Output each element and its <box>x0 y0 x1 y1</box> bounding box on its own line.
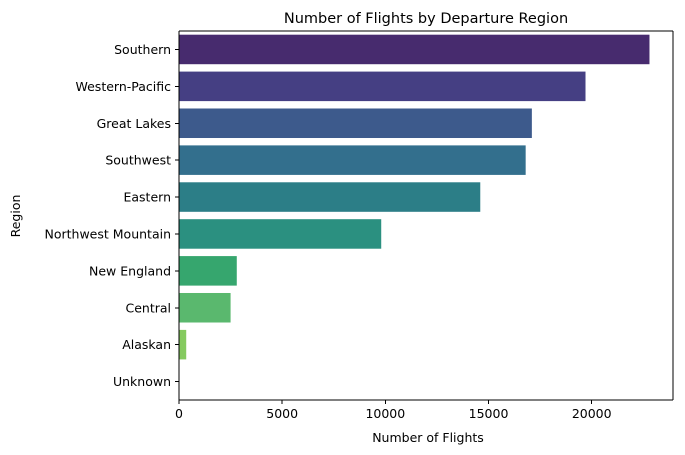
y-ticks-group: Southern Western-Pacific Great Lakes Southw… <box>45 42 179 389</box>
x-ticks-group: 0 5000 10000 15000 20000 <box>175 400 612 421</box>
y-axis-label: Region <box>8 195 23 238</box>
y-tick-label: Central <box>125 300 171 315</box>
y-tick-label: Unknown <box>113 374 171 389</box>
y-tick-label: New England <box>89 263 171 278</box>
y-tick-label: Southern <box>114 42 171 57</box>
x-tick-label: 10000 <box>365 406 405 421</box>
y-tick-label: Southwest <box>105 153 171 168</box>
x-axis-label: Number of Flights <box>372 430 484 445</box>
x-tick-label: 0 <box>175 406 183 421</box>
bar-southwest <box>179 145 526 175</box>
chart-title: Number of Flights by Departure Region <box>284 11 568 27</box>
x-tick-label: 5000 <box>266 406 298 421</box>
y-tick-label: Northwest Mountain <box>45 226 172 241</box>
bar-western-pacific <box>179 71 586 102</box>
bar-eastern <box>179 182 481 212</box>
bar-northwest-mountain <box>179 219 382 249</box>
bar-southern <box>179 34 650 65</box>
bar-alaskan <box>179 329 187 360</box>
y-tick-label: Alaskan <box>122 337 171 352</box>
bars-group <box>179 34 650 397</box>
y-tick-label: Western-Pacific <box>75 79 171 94</box>
bar-great-lakes <box>179 108 532 139</box>
x-tick-label: 15000 <box>469 406 509 421</box>
bar-central <box>179 292 231 323</box>
bar-new-england <box>179 256 237 286</box>
x-tick-label: 20000 <box>572 406 612 421</box>
y-tick-label: Eastern <box>123 190 171 205</box>
y-tick-label: Great Lakes <box>97 116 171 131</box>
